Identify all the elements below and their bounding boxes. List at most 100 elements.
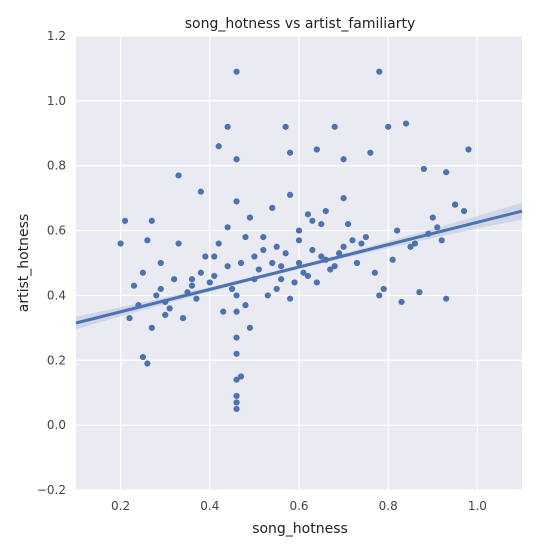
data-point — [162, 311, 169, 318]
y-axis-ticks: −0.2 0.0 0.2 0.4 0.6 0.8 1.0 1.2 — [37, 29, 66, 497]
data-point — [286, 191, 294, 198]
data-point — [300, 269, 307, 276]
data-point — [117, 240, 124, 247]
data-point — [304, 211, 312, 218]
data-point — [233, 198, 240, 205]
data-point — [251, 253, 258, 260]
data-point — [349, 237, 356, 244]
data-point — [385, 123, 392, 130]
data-point — [242, 302, 249, 309]
data-point — [148, 217, 155, 224]
data-point — [389, 256, 396, 263]
data-point — [282, 123, 289, 130]
data-point — [278, 263, 285, 270]
x-tick-label: 1.0 — [468, 499, 487, 513]
chart-title: song_hotness vs artist_familiarty — [185, 16, 416, 32]
data-point — [121, 217, 129, 224]
data-point — [353, 259, 361, 267]
data-point — [211, 253, 218, 260]
x-tick-label: 0.8 — [379, 499, 398, 513]
data-point — [295, 237, 303, 244]
data-point — [465, 146, 472, 153]
data-point — [126, 315, 133, 322]
data-point — [233, 405, 240, 413]
data-point — [376, 292, 383, 299]
data-point — [340, 195, 347, 202]
data-point — [318, 253, 325, 260]
data-point — [139, 269, 146, 276]
data-point — [188, 282, 196, 289]
x-tick-label: 0.4 — [200, 499, 219, 513]
x-tick-label: 0.2 — [111, 499, 130, 513]
data-point — [273, 243, 280, 250]
data-point — [273, 285, 280, 293]
data-point — [344, 220, 352, 228]
data-point — [233, 376, 240, 383]
data-point — [282, 250, 289, 257]
data-point — [327, 266, 334, 273]
data-point — [237, 373, 245, 380]
data-point — [269, 259, 276, 267]
data-point — [233, 399, 240, 406]
data-point — [246, 324, 254, 331]
data-point — [322, 208, 329, 215]
data-point — [242, 233, 249, 241]
data-point — [220, 308, 227, 315]
data-point — [211, 272, 218, 280]
data-point — [260, 233, 267, 241]
data-point — [336, 250, 343, 257]
data-point — [452, 201, 459, 208]
y-tick-label: 0.6 — [47, 224, 66, 238]
data-point — [130, 282, 138, 289]
data-point — [398, 298, 405, 306]
regression-line — [75, 209, 523, 325]
x-tick-label: 0.6 — [289, 499, 308, 513]
data-point — [171, 276, 178, 283]
data-point — [157, 285, 164, 293]
data-point — [233, 308, 240, 315]
data-point — [429, 214, 436, 221]
data-point — [237, 259, 245, 267]
y-tick-label: 0.8 — [47, 159, 66, 173]
data-point — [260, 246, 267, 254]
x-axis-label: song_hotness — [252, 521, 348, 537]
data-point — [255, 266, 262, 273]
y-tick-label: 0.2 — [47, 353, 66, 367]
data-point — [340, 156, 347, 163]
data-point — [331, 263, 338, 270]
data-point — [295, 259, 303, 267]
data-point — [394, 227, 401, 234]
data-point — [295, 227, 303, 234]
data-point — [443, 169, 450, 176]
data-point — [188, 276, 196, 283]
data-point — [420, 165, 427, 173]
data-point — [215, 240, 222, 247]
data-point — [224, 123, 231, 130]
data-point — [367, 149, 374, 156]
data-point — [233, 68, 240, 75]
data-point — [313, 279, 320, 286]
data-point — [416, 289, 423, 296]
data-point — [407, 243, 414, 250]
y-tick-label: −0.2 — [37, 483, 66, 497]
data-point — [358, 240, 365, 247]
data-point — [434, 224, 441, 231]
data-point — [340, 243, 347, 250]
data-point — [380, 285, 387, 293]
data-point — [233, 156, 240, 163]
data-point — [291, 279, 298, 286]
data-point — [438, 237, 445, 244]
data-point — [197, 269, 204, 276]
data-point — [224, 263, 231, 270]
data-point — [376, 68, 383, 75]
data-point — [193, 295, 200, 302]
data-point — [153, 292, 160, 299]
data-point — [166, 305, 173, 312]
data-point — [233, 292, 240, 299]
data-point — [175, 240, 182, 247]
y-tick-label: 1.2 — [47, 29, 66, 43]
data-point — [286, 295, 294, 302]
data-points — [117, 68, 472, 413]
data-point — [318, 220, 325, 228]
data-point — [215, 143, 222, 150]
